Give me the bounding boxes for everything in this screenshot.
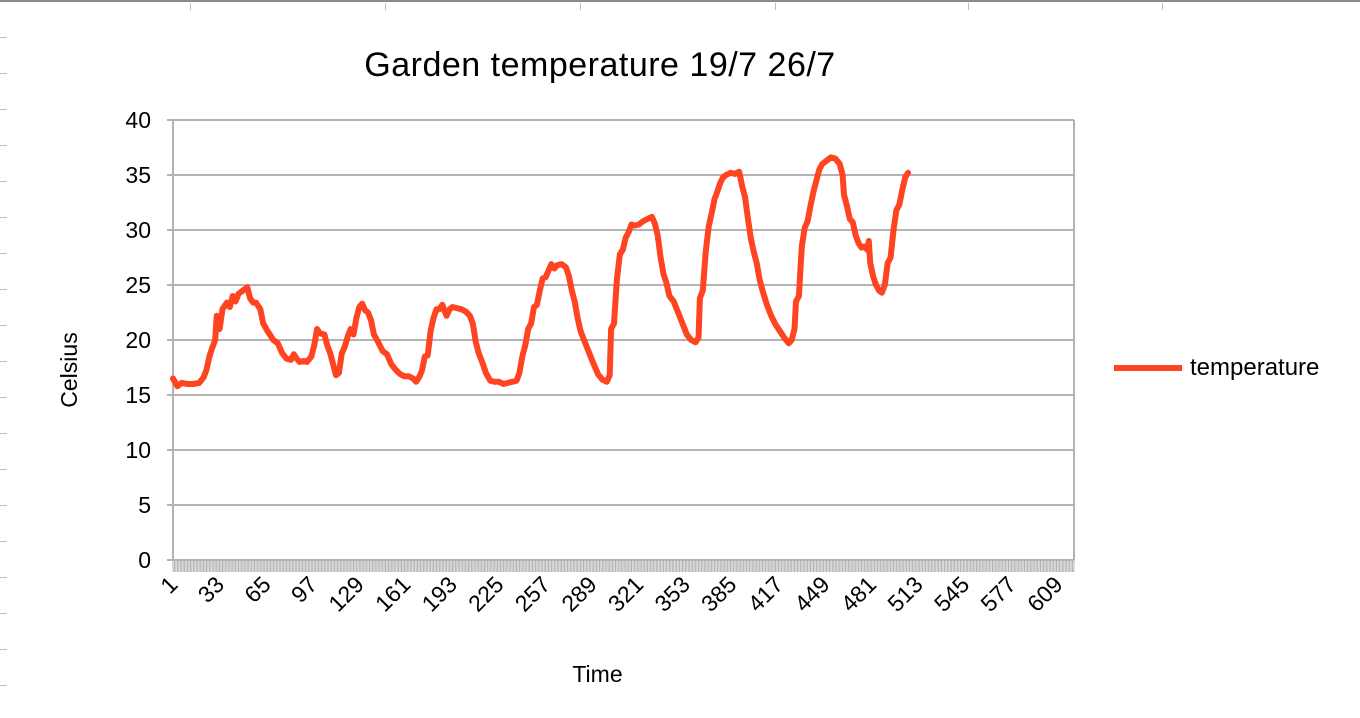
x-tick-label: 289	[556, 571, 602, 617]
ruler-tick	[0, 397, 7, 398]
x-tick-label: 225	[463, 571, 509, 617]
ruler-tick	[0, 73, 7, 74]
ruler-tick	[775, 3, 776, 10]
ruler-tick	[0, 37, 7, 38]
x-tick-label: 65	[239, 571, 275, 607]
x-tick-label: 1	[155, 571, 182, 598]
chart-title: Garden temperature 19/7 26/7	[364, 46, 836, 84]
ruler-tick	[190, 3, 191, 10]
y-tick-label: 20	[125, 327, 151, 353]
x-tick-label: 513	[882, 571, 928, 617]
ruler-tick	[968, 3, 969, 10]
x-axis-title: Time	[572, 661, 622, 687]
ruler-tick	[1162, 3, 1163, 10]
y-tick-label: 0	[138, 547, 151, 573]
ruler-tick	[0, 217, 7, 218]
legend: temperature	[1114, 354, 1319, 382]
x-tick-label: 353	[649, 571, 695, 617]
legend-label-temperature: temperature	[1190, 354, 1320, 381]
legend-line-swatch-icon	[1114, 365, 1182, 371]
ruler-tick	[0, 649, 7, 650]
ruler-tick	[0, 145, 7, 146]
ruler-tick	[0, 361, 7, 362]
ruler-tick	[0, 109, 7, 110]
y-tick-label: 15	[125, 382, 151, 408]
ruler-tick	[385, 3, 386, 10]
x-tick-label: 161	[370, 571, 416, 617]
y-axis-title: Celsius	[56, 332, 82, 407]
ruler-tick	[0, 505, 7, 506]
y-tick-label: 40	[125, 107, 151, 133]
x-tick-label: 321	[603, 571, 649, 617]
ruler-tick	[0, 577, 7, 578]
ruler-tick	[0, 541, 7, 542]
ruler-tick	[0, 181, 7, 182]
x-tick-label: 129	[323, 571, 369, 617]
y-tick-label: 35	[125, 162, 151, 188]
x-tick-label: 257	[510, 571, 556, 617]
x-tick-label: 193	[416, 571, 462, 617]
ruler-tick	[0, 253, 7, 254]
x-tick-label: 577	[975, 571, 1021, 617]
ruler-tick	[0, 433, 7, 434]
x-tick-label: 545	[929, 571, 975, 617]
y-tick-label: 25	[125, 272, 151, 298]
x-tick-label: 417	[743, 571, 789, 617]
ruler-tick	[0, 613, 7, 614]
y-tick-label: 5	[138, 492, 151, 518]
window-top-border	[0, 0, 1360, 2]
ruler-tick	[0, 469, 7, 470]
x-tick-label: 609	[1022, 571, 1068, 617]
y-tick-label: 10	[125, 437, 151, 463]
x-tick-label: 481	[836, 571, 882, 617]
ruler-tick	[0, 325, 7, 326]
x-tick-label: 385	[696, 571, 742, 617]
y-tick-label: 30	[125, 217, 151, 243]
series-line-temperature	[170, 154, 912, 390]
x-axis-ticks	[172, 560, 1075, 572]
ruler-tick	[0, 685, 7, 686]
x-tick-label: 449	[789, 571, 835, 617]
x-tick-label: 97	[286, 571, 322, 607]
ruler-tick	[0, 289, 7, 290]
ruler-tick	[580, 3, 581, 10]
x-tick-label: 33	[193, 571, 229, 607]
